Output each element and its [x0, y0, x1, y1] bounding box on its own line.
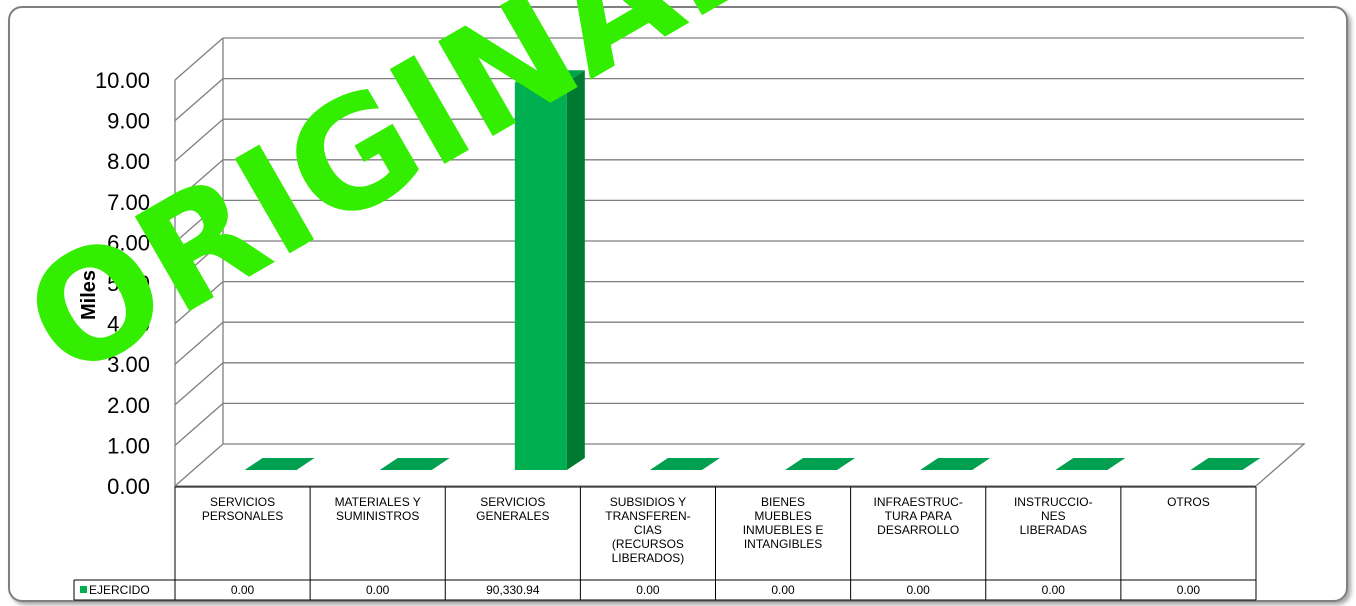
watermark: ORIGINAL [0, 0, 791, 413]
table-value: 0.00 [231, 583, 255, 597]
gridline-diagonal [174, 321, 224, 365]
y-tick-label: 0.00 [107, 474, 150, 499]
category-label-line: INSTRUCCIO- [1014, 495, 1093, 509]
category-label-line: CIAS [634, 523, 662, 537]
bar [785, 458, 856, 470]
bar-top [1190, 458, 1261, 470]
gridline-diagonal [174, 37, 224, 81]
category-label: SERVICIOS GENERALES [476, 495, 549, 523]
y-tick-label: 1.00 [107, 433, 150, 458]
gridline-diagonal [174, 362, 224, 406]
category-label-line: SUMINISTROS [336, 509, 419, 523]
y-tick-label: 2.00 [107, 393, 150, 418]
table-value: 0.00 [636, 583, 660, 597]
category-label-line: GENERALES [476, 509, 549, 523]
gridline-diagonal [174, 402, 224, 446]
bar [649, 458, 720, 470]
chart-frame [8, 6, 1348, 602]
bar-top [514, 70, 585, 83]
bar [514, 70, 585, 471]
gridline-diagonal [174, 281, 224, 325]
category-label-line: OTROS [1167, 495, 1210, 509]
gridline-diagonal [174, 118, 224, 162]
watermark-text: ORIGINAL [0, 0, 791, 413]
floor [173, 443, 1306, 487]
category-label: INFRAESTRUC-TURA PARA DESARROLLO [874, 495, 963, 537]
bar [920, 458, 991, 470]
table-value: 0.00 [907, 583, 931, 597]
category-label-line: (RECURSOS [612, 537, 684, 551]
bar [379, 458, 450, 470]
table-value: 0.00 [1042, 583, 1066, 597]
bar-front [514, 82, 567, 471]
y-tick-labels: 0.00 1.00 2.00 3.00 4.00 5.00 6.00 7.00 8.00 9.00… [95, 68, 150, 499]
bar-top [244, 458, 315, 470]
bar [1190, 458, 1261, 470]
gridline-diagonal [174, 78, 224, 122]
legend-label: EJERCIDO [89, 583, 150, 597]
table-value: 0.00 [771, 583, 795, 597]
table-value: 90,330.94 [486, 583, 540, 597]
legend-swatch [80, 586, 87, 593]
y-tick-label: 3.00 [107, 352, 150, 377]
y-tick-label: 8.00 [107, 149, 150, 174]
y-tick-label: 5.00 [107, 271, 150, 296]
category-label-line: MATERIALES Y [335, 495, 421, 509]
category-label-line: NES [1041, 509, 1066, 523]
bar-top [920, 458, 991, 470]
y-tick-label: 9.00 [107, 109, 150, 134]
bar-top [1055, 458, 1126, 470]
gridline-diagonal [174, 199, 224, 243]
table-value: 0.00 [1177, 583, 1201, 597]
category-label-line: TRANSFEREN- [605, 509, 690, 523]
bar-top [379, 458, 450, 470]
category-label-line: INFRAESTRUC- [874, 495, 963, 509]
category-label-line: LIBERADAS [1020, 523, 1087, 537]
category-label-line: SERVICIOS [210, 495, 275, 509]
gridline-diagonal [174, 240, 224, 284]
category-label-line: LIBERADOS) [612, 551, 685, 565]
bar-side [566, 70, 585, 471]
category-label-line: PERSONALES [202, 509, 283, 523]
table-value: 0.00 [366, 583, 390, 597]
y-tick-label: 6.00 [107, 230, 150, 255]
category-label-line: SUBSIDIOS Y [610, 495, 686, 509]
category-label: SUBSIDIOS Y TRANSFEREN-CIAS (RECURSOS LIBER… [605, 495, 690, 565]
category-label-line: MUEBLES [754, 509, 811, 523]
category-label-line: SERVICIOS [480, 495, 545, 509]
y-axis-label: Miles [78, 270, 100, 320]
bar-top [785, 458, 856, 470]
y-tick-label: 7.00 [107, 190, 150, 215]
bar [1055, 458, 1126, 470]
category-label: BIENES MUEBLES INMUEBLES E INTANGIBLES [743, 495, 824, 551]
category-label: SERVICIOS PERSONALES [202, 495, 283, 523]
category-label-line: INTANGIBLES [744, 537, 822, 551]
category-label-line: BIENES [761, 495, 805, 509]
y-tick-label: 10.00 [95, 68, 150, 93]
category-label: OTROS [1167, 495, 1210, 509]
category-label-line: INMUEBLES E [743, 523, 824, 537]
category-label: MATERIALES Y SUMINISTROS [335, 495, 421, 523]
category-label-line: TURA PARA [885, 509, 952, 523]
category-label-line: DESARROLLO [877, 523, 959, 537]
bar [244, 458, 315, 470]
gridline-diagonal [174, 159, 224, 203]
bars [244, 70, 1261, 471]
gridlines [174, 37, 1304, 446]
y-tick-label: 4.00 [107, 312, 150, 337]
category-label: INSTRUCCIO-NES LIBERADAS [1014, 495, 1093, 537]
bar-top [649, 458, 720, 470]
